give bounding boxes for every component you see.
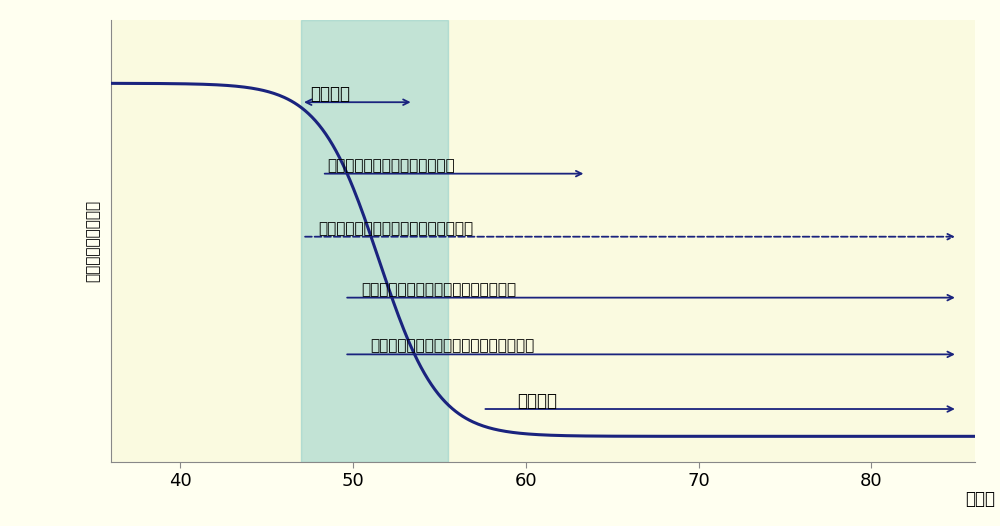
Text: （歳）: （歳） bbox=[965, 490, 995, 508]
Text: 膣炎、外陰のかゆみ、性交痛、尿失禁: 膣炎、外陰のかゆみ、性交痛、尿失禁 bbox=[362, 282, 517, 297]
Text: 月経異常: 月経異常 bbox=[310, 85, 350, 103]
Bar bbox=[301, 21, 448, 461]
Text: 疲労感、不眠、不安、憂うつ、物忘れ: 疲労感、不眠、不安、憂うつ、物忘れ bbox=[318, 221, 474, 236]
Y-axis label: エストロゲン分泌量: エストロゲン分泌量 bbox=[85, 200, 100, 282]
Text: ほてり、のぼせ、発汗、めまい: ほてり、のぼせ、発汗、めまい bbox=[327, 158, 455, 173]
Text: 高脂血症、動脈硬化、心筋梗塞、脳卒中: 高脂血症、動脈硬化、心筋梗塞、脳卒中 bbox=[370, 338, 535, 353]
Text: 骨粗鬆症: 骨粗鬆症 bbox=[517, 391, 557, 410]
